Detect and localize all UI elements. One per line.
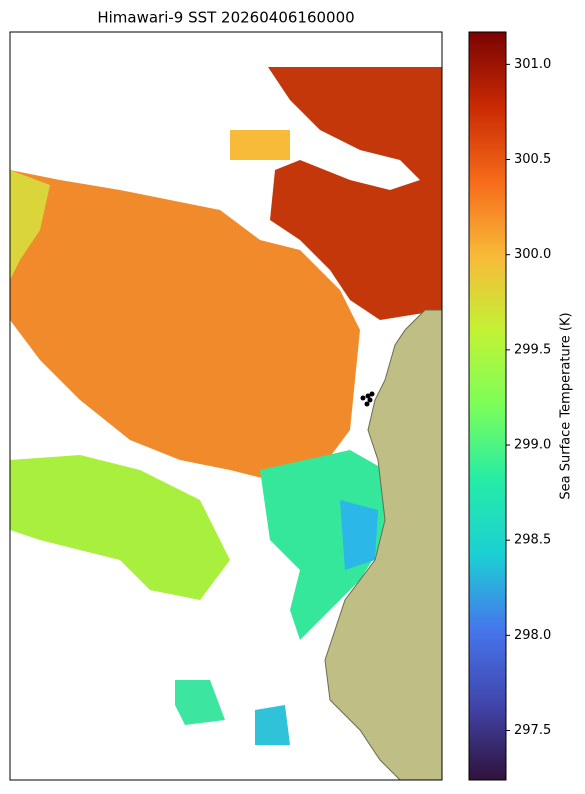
sst-warm-ne — [268, 67, 442, 320]
colorbar-tick-label: 298.5 — [514, 533, 551, 548]
map-frame — [9, 31, 443, 781]
station — [369, 391, 375, 397]
colorbar-tick-label: 297.5 — [514, 723, 551, 738]
sst-blue — [340, 500, 378, 570]
station — [364, 401, 370, 407]
station-markers — [360, 391, 375, 407]
sst-orange — [10, 170, 360, 480]
land — [324, 309, 442, 780]
station — [367, 397, 373, 403]
colorbar-tick-label: 301.0 — [514, 57, 551, 72]
sst-south — [175, 680, 225, 725]
colorbar-tick-label: 299.0 — [514, 438, 551, 453]
station — [360, 395, 366, 401]
colorbar-tick-label: 300.5 — [514, 152, 551, 167]
colorbar-label: Sea Surface Temperature (K) — [559, 312, 574, 499]
colorbar-tick-label: 300.0 — [514, 247, 551, 262]
sst-yellow-w — [10, 170, 50, 280]
sst-ne-yellow — [230, 130, 290, 160]
sst-green — [260, 450, 385, 640]
title: Himawari-9 SST 20260406160000 — [97, 9, 354, 27]
colorbar — [468, 31, 507, 781]
colorbar-tick-label: 299.5 — [514, 342, 551, 357]
map — [10, 67, 442, 780]
colorbar-tick-label: 298.0 — [514, 628, 551, 643]
station — [365, 393, 371, 399]
sst-south2 — [255, 705, 290, 745]
sst-sw — [10, 455, 230, 600]
